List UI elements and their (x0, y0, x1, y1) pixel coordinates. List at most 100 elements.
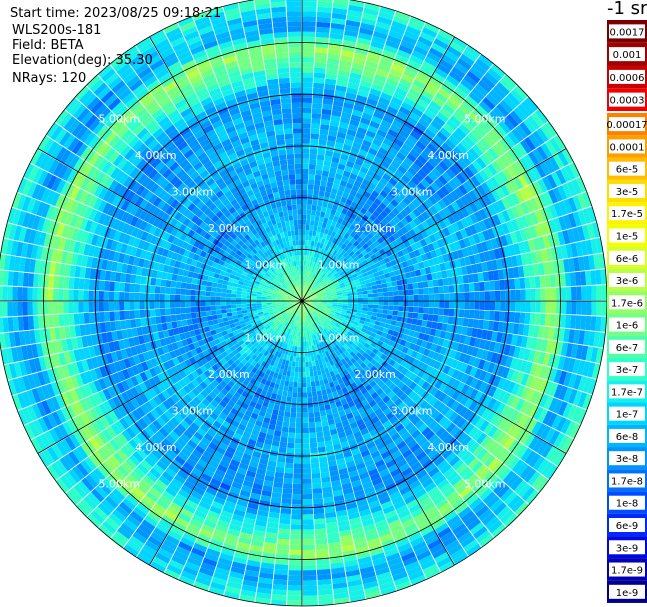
radar-gate (437, 87, 451, 99)
radar-gate (302, 77, 313, 83)
radar-gate (408, 532, 422, 543)
radar-gate (489, 290, 496, 301)
radar-gate (432, 241, 440, 250)
radar-gate (421, 27, 438, 38)
radar-gate (500, 450, 512, 464)
radar-gate (388, 235, 396, 243)
radar-gate (129, 424, 140, 436)
radar-gate (442, 217, 452, 227)
radar-gate (340, 286, 347, 291)
radar-gate (336, 267, 342, 273)
radar-gate (322, 103, 333, 111)
radar-gate (563, 214, 572, 230)
radar-gate (510, 357, 518, 370)
radar-gate (313, 241, 318, 247)
radar-gate (515, 371, 525, 385)
radar-gate (355, 243, 363, 250)
radar-gate (481, 349, 489, 361)
radar-gate (80, 460, 93, 474)
radar-gate (417, 281, 424, 289)
radar-gate (315, 380, 320, 387)
radar-gate (534, 209, 544, 224)
radar-gate (369, 319, 376, 325)
radar-gate (540, 143, 553, 158)
radar-gate (377, 340, 384, 347)
radar-gate (305, 310, 308, 316)
radar-gate (500, 235, 509, 247)
radar-gate (453, 429, 464, 440)
radar-gate (309, 345, 313, 352)
radar-gate (302, 559, 316, 566)
radar-gate (335, 384, 342, 392)
radar-gate (448, 285, 455, 293)
radar-gate (317, 446, 326, 453)
radar-gate (338, 524, 351, 532)
radar-gate (278, 523, 291, 530)
radar-gate (306, 219, 311, 226)
radar-gate (412, 312, 419, 319)
radar-gate (143, 390, 153, 401)
radar-gate (275, 356, 281, 363)
radar-gate (441, 506, 455, 518)
radar-gate (303, 291, 306, 297)
radar-gate (142, 415, 152, 426)
radar-gate (342, 251, 349, 258)
radar-gate (316, 332, 321, 339)
radar-gate (527, 471, 541, 486)
radar-gate (302, 417, 309, 423)
radar-gate (328, 460, 337, 467)
radar-gate (421, 477, 434, 489)
radar-gate (334, 233, 340, 240)
radar-gate (460, 207, 470, 218)
radar-gate (413, 45, 429, 56)
radar-gate (239, 594, 256, 603)
radar-gate (408, 570, 424, 581)
radar-gate (403, 289, 409, 296)
radar-gate (534, 195, 544, 210)
radar-gate (145, 491, 159, 503)
radar-gate (283, 338, 288, 344)
radar-gate (286, 355, 291, 361)
radar-gate (479, 153, 491, 166)
radar-gate (374, 459, 386, 468)
radar-gate (503, 245, 511, 257)
radar-gate (319, 232, 324, 239)
radar-gate (567, 197, 578, 213)
radar-gate (566, 301, 572, 315)
radar-gate (186, 476, 198, 486)
radar-gate (406, 335, 414, 343)
radar-gate (242, 414, 251, 422)
radar-gate (73, 431, 85, 445)
radar-gate (291, 345, 295, 352)
radar-gate (436, 131, 448, 142)
radar-gate (396, 440, 407, 450)
radar-gate (380, 586, 397, 596)
radar-gate (373, 324, 380, 330)
radar-gate (399, 444, 410, 455)
radar-gate (325, 326, 331, 332)
radar-gate (121, 391, 131, 403)
radar-gate (404, 494, 417, 505)
radar-gate (186, 426, 197, 436)
radar-gate (270, 445, 279, 452)
radar-gate (355, 315, 361, 320)
radar-gate (537, 440, 549, 456)
radar-gate (264, 537, 277, 544)
radar-gate (306, 250, 310, 256)
radar-gate (140, 429, 151, 441)
radar-gate (234, 321, 241, 327)
radar-gate (322, 233, 328, 240)
radar-gate (537, 408, 549, 423)
radar-gate (321, 266, 326, 273)
radar-gate (193, 418, 203, 428)
radar-gate (319, 265, 324, 272)
radar-gate (426, 143, 438, 154)
radar-gate (203, 378, 212, 386)
radar-gate (387, 286, 393, 292)
radar-gate (375, 316, 382, 322)
radar-gate (183, 385, 192, 394)
radar-gate (453, 161, 464, 173)
radar-gate (292, 340, 296, 347)
radar-gate (332, 304, 338, 307)
radar-gate (329, 353, 335, 360)
